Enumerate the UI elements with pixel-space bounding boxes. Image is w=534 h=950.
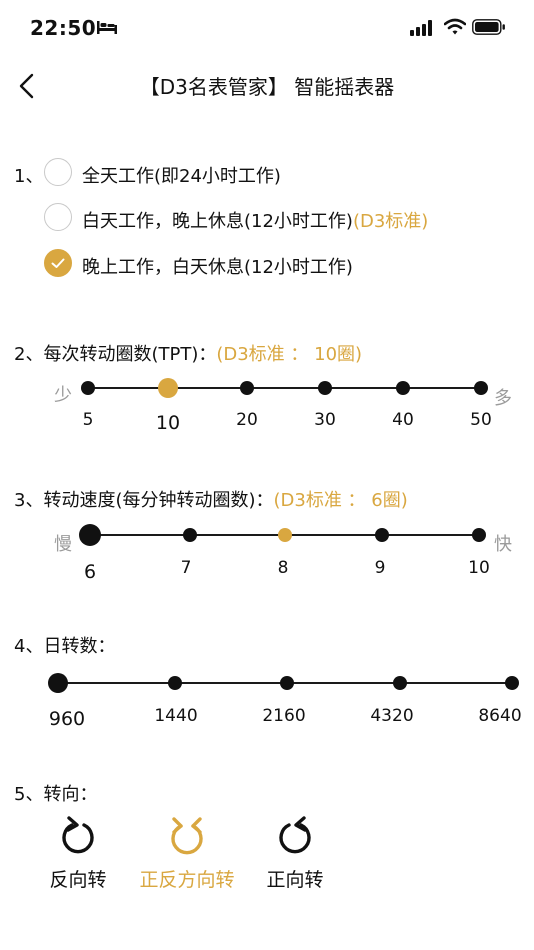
checkmark-icon xyxy=(51,258,64,268)
daily-tick-label: 1440 xyxy=(154,706,198,726)
speed-stop-10[interactable] xyxy=(472,528,486,542)
tpt-tick-label: 40 xyxy=(392,410,414,430)
speed-stop-6-selected[interactable] xyxy=(79,524,101,546)
speed-tick-label: 10 xyxy=(468,558,490,578)
work-mode-option-daytime[interactable]: 白天工作，晚上休息(12小时工作)(D3标准) xyxy=(82,211,429,232)
tpt-max-label: 多 xyxy=(494,388,512,409)
counterclockwise-icon xyxy=(62,816,94,854)
tpt-heading: 2、每次转动圈数(TPT)：(D3标准 ： 10圈) xyxy=(14,344,363,365)
status-time: 22:50 xyxy=(30,16,97,40)
tpt-stop-10-selected[interactable] xyxy=(158,378,178,398)
direction-forward-button[interactable] xyxy=(275,816,315,860)
daily-tick-label: 2160 xyxy=(262,706,306,726)
speed-heading: 3、转动速度(每分钟转动圈数)：(D3标准 ： 6圈) xyxy=(14,490,408,511)
daily-tick-label: 4320 xyxy=(370,706,414,726)
tpt-tick-label: 10 xyxy=(155,412,181,434)
both-directions-icon xyxy=(171,817,203,855)
direction-both-label[interactable]: 正反方向转 xyxy=(139,869,235,891)
battery-icon xyxy=(472,19,505,35)
direction-forward-label[interactable]: 正向转 xyxy=(266,869,324,891)
daily-tick-label: 8640 xyxy=(478,706,522,726)
speed-tick-label: 9 xyxy=(374,558,386,578)
speed-stop-9[interactable] xyxy=(375,528,389,542)
direction-both-button[interactable] xyxy=(165,816,209,860)
tpt-stop-5[interactable] xyxy=(81,381,95,395)
daily-stop-960-selected[interactable] xyxy=(48,673,68,693)
wifi-icon xyxy=(444,18,466,35)
speed-tick-label: 7 xyxy=(180,558,192,578)
tpt-stop-50[interactable] xyxy=(474,381,488,395)
speed-min-label: 慢 xyxy=(54,534,72,555)
cellular-signal-icon xyxy=(410,20,432,36)
daily-stop-8640[interactable] xyxy=(505,676,519,690)
d3-standard-note: (D3标准) xyxy=(352,211,429,232)
direction-heading: 5、转向： xyxy=(14,784,98,805)
speed-tick-label: 6 xyxy=(83,561,97,583)
work-mode-radio-daytime[interactable] xyxy=(44,203,72,231)
tpt-tick-label: 5 xyxy=(82,410,94,430)
direction-reverse-label[interactable]: 反向转 xyxy=(49,869,107,891)
tpt-tick-label: 30 xyxy=(314,410,336,430)
work-mode-radio-allday[interactable] xyxy=(44,158,72,186)
work-mode-radio-nighttime[interactable] xyxy=(44,249,72,277)
sleep-bed-icon xyxy=(97,21,117,34)
back-chevron-icon[interactable] xyxy=(16,72,42,100)
speed-stop-8-standard[interactable] xyxy=(278,528,292,542)
daily-stop-1440[interactable] xyxy=(168,676,182,690)
daily-tick-label: 960 xyxy=(48,708,86,730)
clockwise-icon xyxy=(279,816,311,854)
direction-reverse-button[interactable] xyxy=(58,816,98,860)
work-mode-option-nighttime[interactable]: 晚上工作，白天休息(12小时工作) xyxy=(82,257,353,278)
tpt-stop-30[interactable] xyxy=(318,381,332,395)
tpt-stop-20[interactable] xyxy=(240,381,254,395)
daily-stop-2160[interactable] xyxy=(280,676,294,690)
work-mode-option-allday[interactable]: 全天工作(即24小时工作) xyxy=(82,166,281,187)
tpt-min-label: 少 xyxy=(54,385,72,406)
daily-stop-4320[interactable] xyxy=(393,676,407,690)
page-title: 【D3名表管家】 智能摇表器 xyxy=(139,75,395,99)
tpt-tick-label: 20 xyxy=(236,410,258,430)
speed-stop-7[interactable] xyxy=(183,528,197,542)
tpt-tick-label: 50 xyxy=(470,410,492,430)
speed-tick-label: 8 xyxy=(277,558,289,578)
daily-turns-heading: 4、日转数： xyxy=(14,636,116,657)
tpt-slider-track[interactable] xyxy=(88,387,481,389)
tpt-stop-40[interactable] xyxy=(396,381,410,395)
work-mode-index: 1、 xyxy=(14,166,44,187)
speed-max-label: 快 xyxy=(494,534,512,555)
